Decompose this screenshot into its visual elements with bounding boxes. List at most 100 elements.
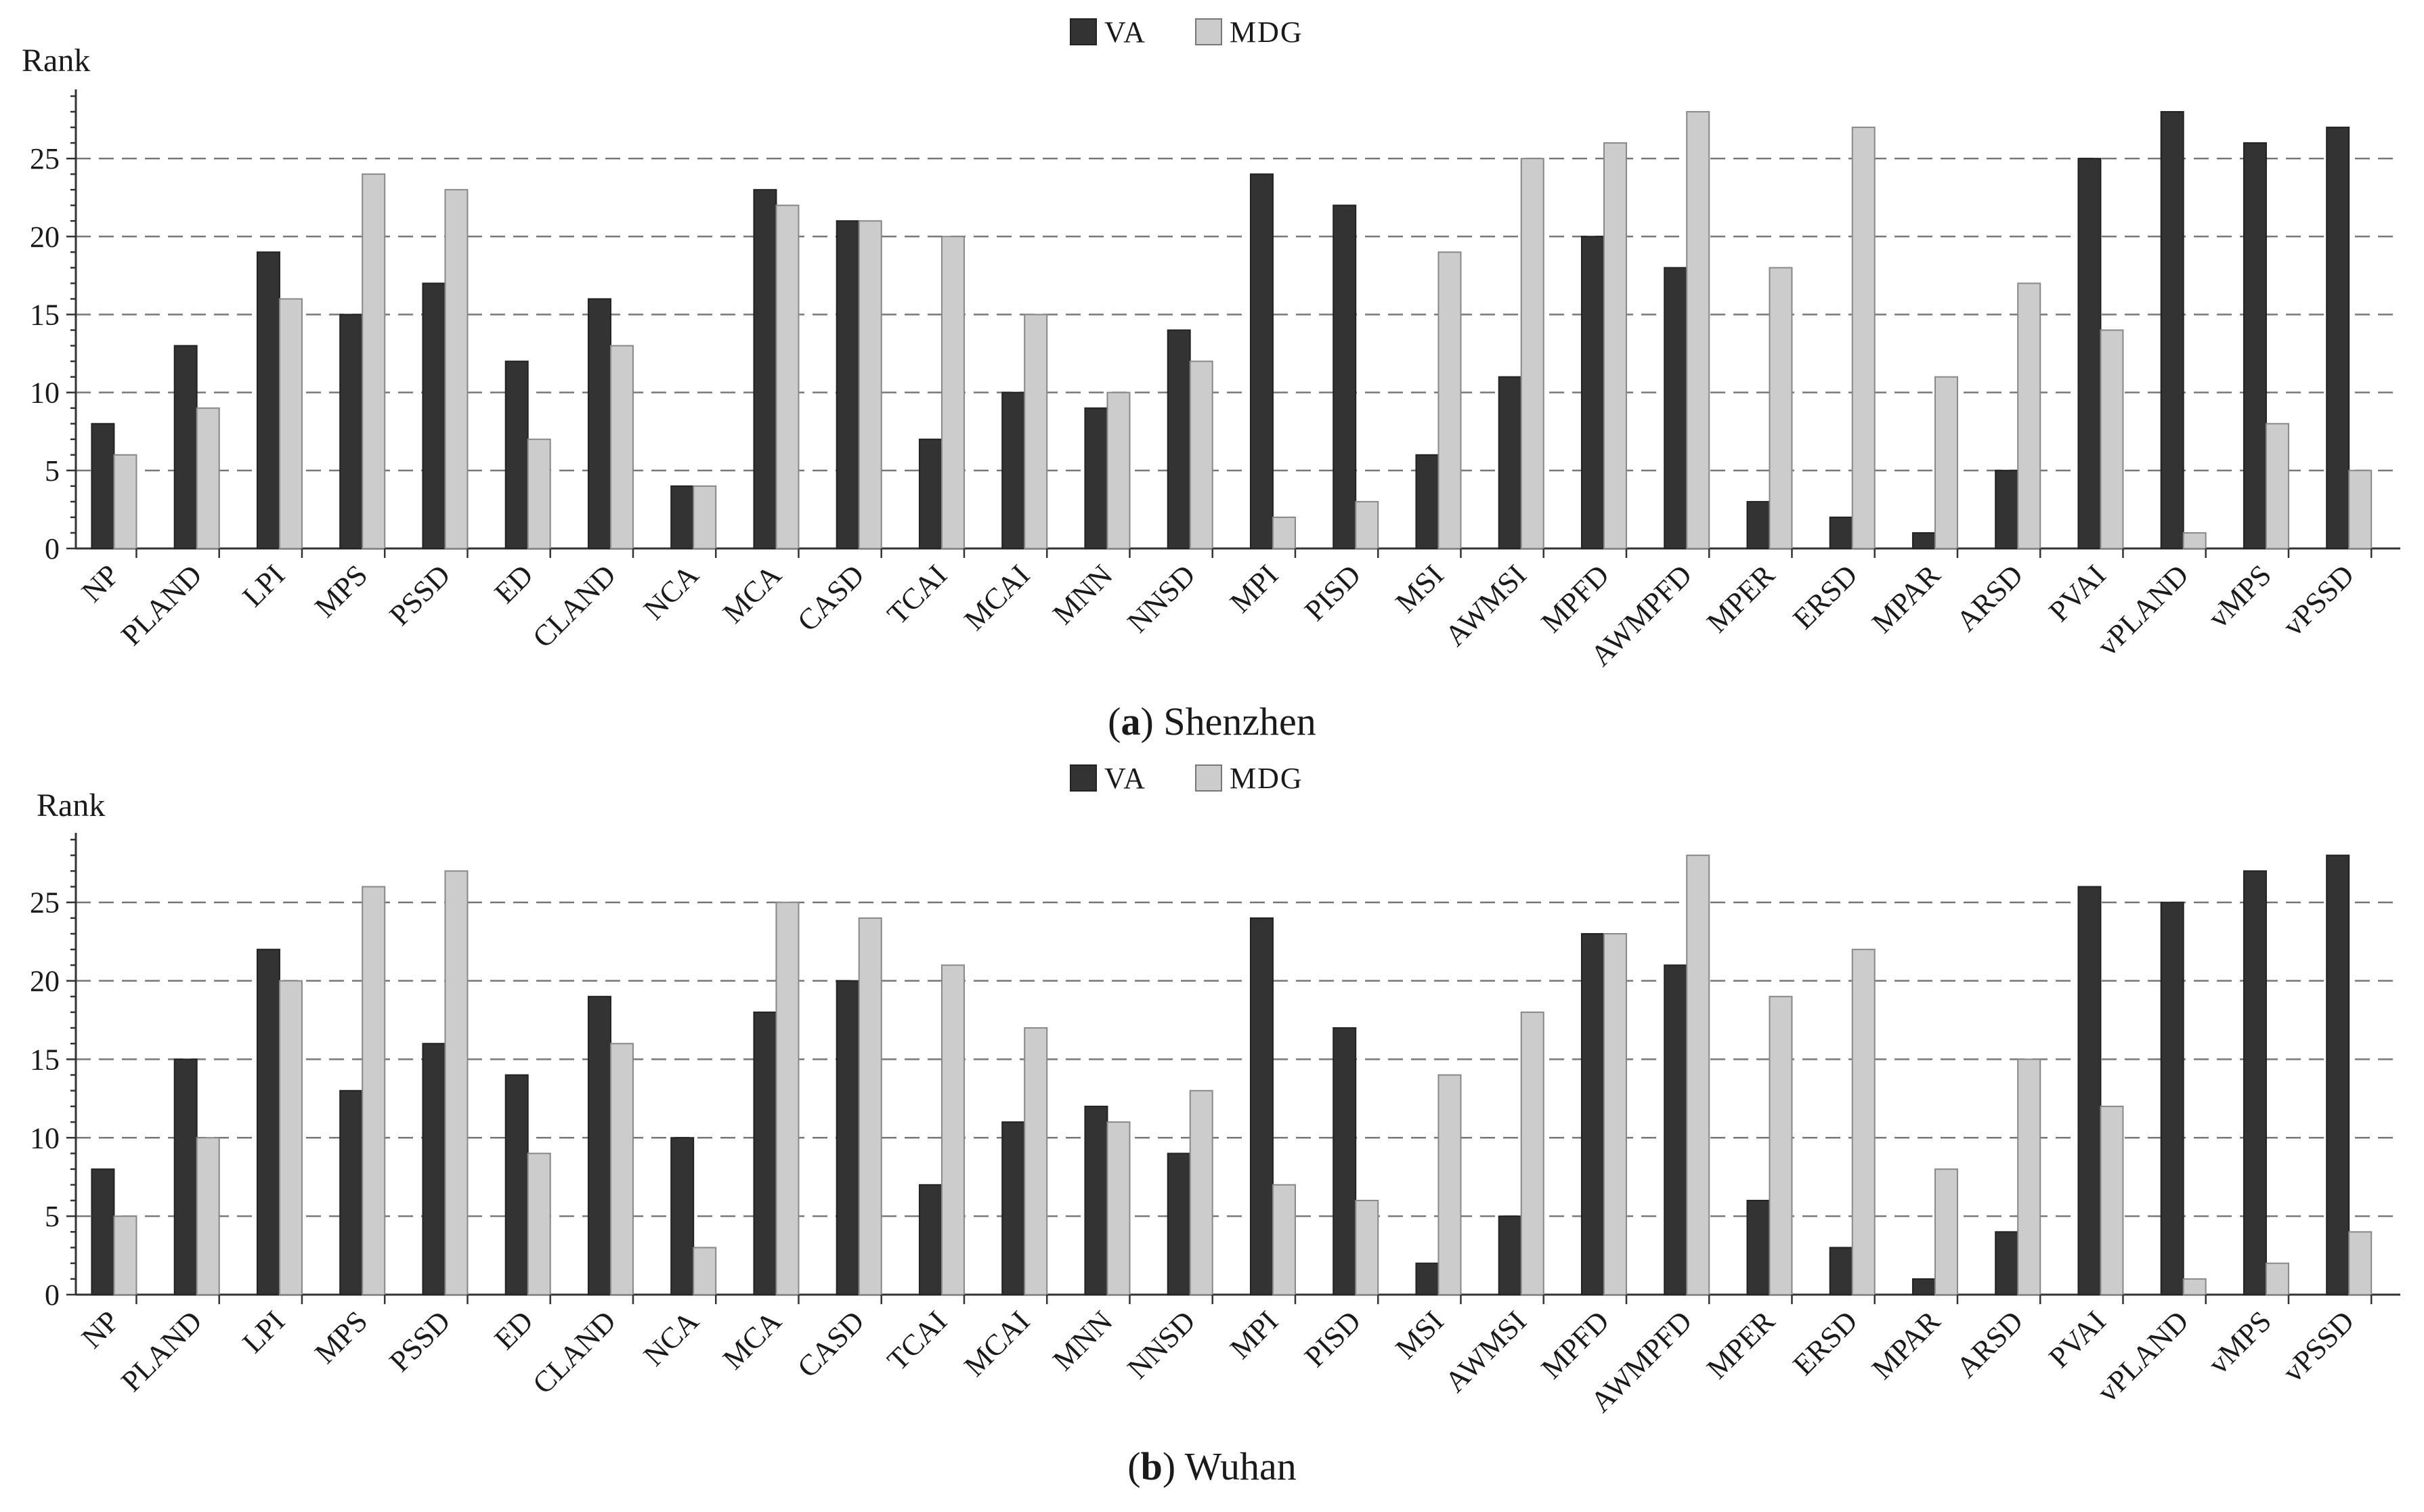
bar-va	[1001, 391, 1026, 549]
bar-mdg	[113, 454, 137, 549]
legend-swatch-va	[1070, 764, 1097, 792]
x-tick-label: MSI	[1389, 558, 1450, 619]
x-tick-label: ARSD	[1950, 558, 2030, 638]
bar-va	[1333, 1027, 1357, 1295]
x-tick-label: MPER	[1700, 558, 1781, 639]
bar-mdg	[1189, 360, 1213, 549]
x-tick-label: TCAI	[881, 558, 953, 630]
bar-va	[91, 423, 115, 549]
y-tick-label: 20	[30, 965, 60, 998]
x-tick-label: CLAND	[526, 558, 622, 654]
legend-label-va: VA	[1104, 16, 1146, 49]
x-tick-label: PSSD	[383, 558, 456, 632]
bar-mdg	[1106, 391, 1131, 549]
bar-va	[422, 282, 446, 549]
panel-caption: (a) Shenzhen	[1108, 699, 1316, 743]
x-tick-label: MCAI	[957, 1304, 1036, 1383]
x-tick-label: PVAI	[2042, 558, 2112, 628]
bar-mdg	[1437, 251, 1462, 549]
x-tick-label: MPI	[1224, 558, 1284, 619]
x-tick-label: MCAI	[957, 558, 1036, 636]
bar-mdg	[1934, 376, 1958, 549]
x-tick-label: NP	[75, 558, 125, 608]
bar-va	[2326, 855, 2350, 1295]
bar-va	[1911, 1278, 1936, 1296]
x-tick-label: ED	[488, 1304, 540, 1356]
y-tick-label: 15	[30, 1043, 60, 1076]
bar-mdg	[858, 917, 882, 1295]
bar-mdg	[2348, 1231, 2373, 1295]
x-tick-label: ERSD	[1787, 1304, 1864, 1381]
bar-va	[587, 995, 611, 1295]
bar-mdg	[2100, 1105, 2124, 1295]
y-tick-label: 5	[45, 454, 60, 488]
bar-va	[1829, 516, 1853, 549]
x-tick-label: vPSSD	[2276, 558, 2361, 643]
x-tick-label: MPI	[1224, 1304, 1284, 1365]
bar-mdg	[362, 886, 386, 1295]
bar-va	[918, 438, 943, 549]
bar-mdg	[775, 204, 800, 549]
bar-va	[1415, 1262, 1440, 1295]
x-tick-label: NNSD	[1121, 558, 1201, 639]
bar-mdg	[2017, 282, 2041, 549]
y-tick-label: 20	[30, 220, 60, 253]
x-tick-label: vPLAND	[2091, 558, 2195, 662]
y-tick-label: 0	[45, 1278, 60, 1312]
y-tick-label: 5	[45, 1200, 60, 1233]
x-tick-label: MCA	[716, 558, 788, 630]
y-axis-label: Rank	[22, 43, 90, 79]
bar-va	[2160, 901, 2184, 1296]
bar-mdg	[196, 407, 220, 549]
bar-mdg	[1769, 995, 1793, 1295]
bar-va	[1498, 376, 1522, 549]
bar-mdg	[113, 1215, 137, 1296]
legend-swatch-mdg	[1195, 18, 1222, 45]
bar-mdg	[2182, 1278, 2207, 1296]
bar-va	[1084, 1105, 1108, 1295]
x-tick-label: NCA	[637, 558, 705, 626]
bar-va	[1995, 469, 2019, 549]
legend-label-va: VA	[1104, 762, 1146, 795]
bar-va	[1995, 1231, 2019, 1295]
bar-mdg	[940, 236, 965, 549]
bar-va	[1580, 236, 1605, 549]
bar-va	[1498, 1215, 1522, 1296]
x-tick-label: vMPS	[2202, 558, 2278, 634]
bar-mdg	[2182, 532, 2207, 549]
x-tick-label: MNN	[1046, 1304, 1119, 1377]
bar-va	[504, 1074, 529, 1295]
bar-va	[1084, 407, 1108, 549]
bar-va	[1580, 933, 1605, 1295]
bar-va	[1249, 917, 1274, 1295]
bar-va	[1829, 1247, 1853, 1296]
bar-va	[1911, 532, 1936, 549]
bar-va	[670, 1137, 695, 1296]
x-tick-label: MPAR	[1865, 1304, 1947, 1385]
bar-va	[1664, 964, 1688, 1295]
bar-mdg	[1520, 1011, 1544, 1296]
legend-swatch-mdg	[1195, 764, 1222, 792]
bar-va	[1664, 267, 1688, 549]
bar-mdg	[609, 345, 634, 549]
bar-va	[587, 298, 611, 549]
bar-mdg	[444, 189, 469, 549]
bar-va	[1167, 1152, 1191, 1295]
legend-label-mdg: MDG	[1230, 16, 1303, 49]
y-tick-label: 0	[45, 532, 60, 565]
bar-va	[173, 345, 198, 549]
bar-mdg	[2265, 423, 2289, 549]
bar-va	[753, 1011, 777, 1296]
bar-mdg	[1686, 855, 1710, 1295]
bar-va	[256, 251, 280, 549]
x-tick-label: vPLAND	[2091, 1304, 2195, 1408]
bar-va	[256, 949, 280, 1295]
x-tick-label: PLAND	[114, 558, 208, 651]
bar-va	[918, 1184, 943, 1295]
legend-label-mdg: MDG	[1230, 762, 1303, 795]
bar-va	[422, 1043, 446, 1295]
bar-mdg	[1603, 933, 1627, 1295]
bar-mdg	[527, 1152, 551, 1295]
